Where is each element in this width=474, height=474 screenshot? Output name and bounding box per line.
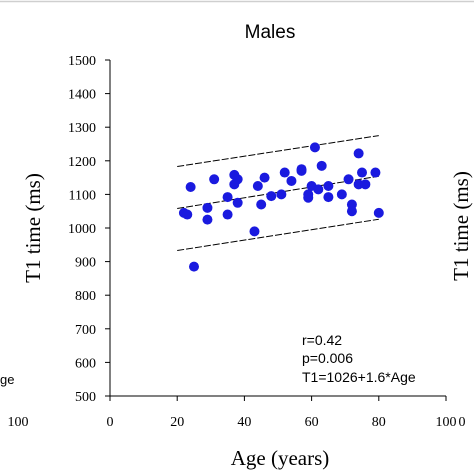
chart-title: Males — [245, 22, 296, 43]
data-point — [343, 174, 354, 185]
data-point — [189, 261, 199, 272]
data-point — [286, 175, 297, 186]
y-tick-label: 600 — [75, 356, 96, 371]
data-point — [316, 160, 327, 171]
data-point — [249, 226, 260, 237]
y-axis-ticks: 500 600 700 800 900 1000 1100 1200 1300 1400 1500 — [68, 54, 110, 405]
data-point — [296, 165, 307, 176]
data-point — [353, 148, 364, 159]
data-point — [222, 209, 233, 220]
confidence-lines — [177, 135, 379, 252]
data-point — [202, 214, 213, 225]
data-point — [313, 184, 324, 195]
x-tick-label: 80 — [372, 415, 386, 430]
data-point — [373, 207, 384, 218]
y-tick-label: 1100 — [69, 188, 96, 203]
y-tick-label: 900 — [75, 256, 96, 271]
data-point — [256, 199, 267, 210]
x-tick-label: 60 — [305, 415, 319, 430]
x-tick-label: 40 — [237, 415, 251, 430]
data-point — [357, 167, 367, 178]
data-point — [323, 192, 334, 203]
x-axis-ticks: 0 20 40 60 80 100 — [107, 396, 457, 430]
y-tick-label: 1400 — [68, 88, 96, 103]
data-point — [346, 206, 357, 217]
data-point — [185, 182, 196, 193]
data-point — [202, 202, 213, 213]
data-point — [232, 174, 243, 185]
right-panel-y-axis-label: T1 time (ms) — [449, 171, 473, 281]
right-panel-x-tick-label: 0 — [459, 415, 466, 430]
data-point — [276, 189, 287, 200]
data-point — [279, 167, 290, 178]
data-point — [222, 192, 233, 203]
data-point — [303, 192, 314, 203]
confidence-line — [177, 218, 379, 252]
y-tick-label: 500 — [75, 390, 96, 405]
confidence-line — [177, 135, 379, 168]
y-tick-label: 700 — [75, 323, 96, 338]
y-tick-label: 1200 — [68, 155, 96, 170]
data-points — [178, 142, 384, 272]
y-axis-label: T1 time (ms) — [21, 173, 45, 283]
data-point — [266, 191, 277, 202]
y-tick-label: 1000 — [68, 222, 96, 237]
x-tick-label: 0 — [107, 415, 114, 430]
data-point — [336, 189, 347, 200]
data-point — [259, 172, 270, 183]
y-tick-label: 800 — [75, 289, 96, 304]
y-tick-label: 1300 — [68, 121, 96, 136]
data-point — [309, 142, 320, 153]
data-point — [252, 181, 263, 191]
data-point — [360, 179, 371, 190]
x-tick-label: 100 — [436, 415, 457, 430]
left-panel-annotation-fragment: ge — [0, 372, 14, 387]
x-tick-label: 20 — [170, 415, 184, 430]
annotation-p: p=0.006 — [302, 350, 353, 366]
data-point — [182, 209, 193, 220]
data-point — [209, 174, 220, 185]
y-tick-label: 1500 — [68, 54, 96, 69]
left-panel-x-tick-label: 100 — [8, 415, 29, 430]
x-axis-label: Age (years) — [231, 446, 330, 470]
annotation-equation: T1=1026+1.6*Age — [302, 369, 416, 385]
data-point — [232, 197, 243, 208]
data-point — [323, 181, 334, 191]
annotation-r: r=0.42 — [302, 332, 342, 348]
data-point — [370, 167, 381, 178]
